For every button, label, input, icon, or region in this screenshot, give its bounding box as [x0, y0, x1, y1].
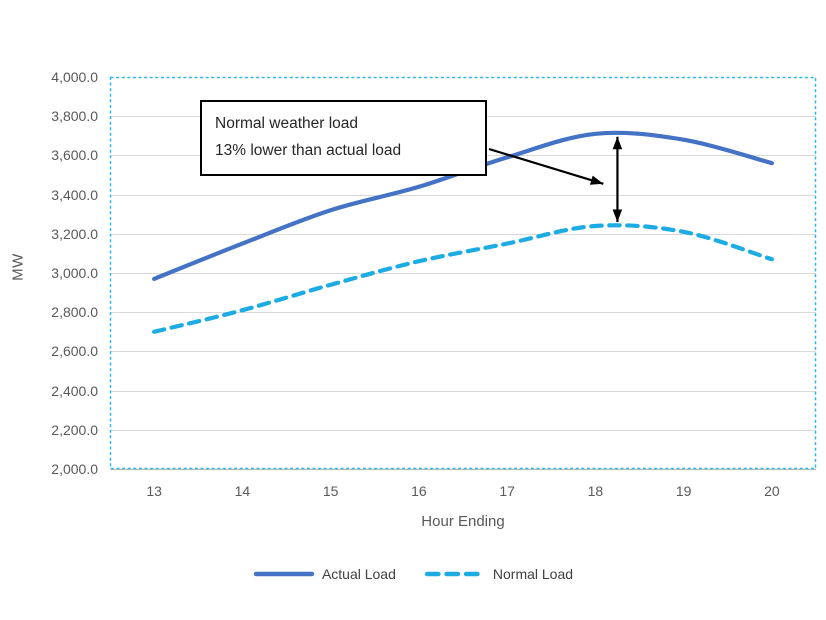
arrowhead: [612, 136, 623, 150]
y-tick-label: 2,400.0: [51, 382, 98, 399]
legend-label: Actual Load: [321, 566, 396, 582]
arrowhead: [589, 175, 604, 185]
y-tick-label: 4,000.0: [51, 69, 98, 85]
y-tick-label: 2,200.0: [51, 421, 98, 438]
y-tick-label: 3,800.0: [51, 108, 98, 125]
x-axis-title: Hour Ending: [421, 513, 505, 530]
series-line-1: [152, 223, 774, 334]
x-tick-label: 13: [146, 483, 162, 499]
x-tick-label: 17: [499, 483, 515, 499]
x-tick-label: 19: [675, 483, 692, 499]
legend-label: Normal Load: [492, 566, 574, 582]
annotation-line-1: Normal weather load: [215, 115, 359, 132]
legend-entry-actual-load: Actual Load: [253, 566, 396, 582]
legend: Actual Load Normal Load: [0, 566, 826, 582]
legend-swatch: [424, 571, 486, 577]
x-tick-label: 20: [764, 483, 780, 499]
plot-border: [109, 76, 817, 470]
x-tick-label: 14: [234, 483, 251, 499]
annotation-box: Normal weather load 13% lower than actua…: [200, 100, 487, 176]
y-tick-label: 3,200.0: [51, 225, 98, 242]
x-tick-label: 16: [411, 483, 427, 499]
y-tick-label: 2,800.0: [51, 304, 98, 321]
arrow-shaft: [488, 147, 604, 185]
y-tick-label: 3,400.0: [51, 186, 98, 203]
y-tick-label: 3,600.0: [51, 147, 98, 164]
arrowhead: [612, 209, 623, 222]
y-tick-label: 3,000.0: [51, 265, 98, 281]
annotation-line-2: 13% lower than actual load: [215, 142, 402, 159]
legend-entry-normal-load: Normal Load: [424, 566, 573, 582]
x-tick-label: 18: [587, 483, 604, 499]
y-tick-label: 2,600.0: [51, 343, 98, 360]
legend-swatch: [253, 571, 315, 577]
x-tick-label: 15: [322, 483, 339, 499]
y-tick-label: 2,000.0: [51, 461, 98, 477]
